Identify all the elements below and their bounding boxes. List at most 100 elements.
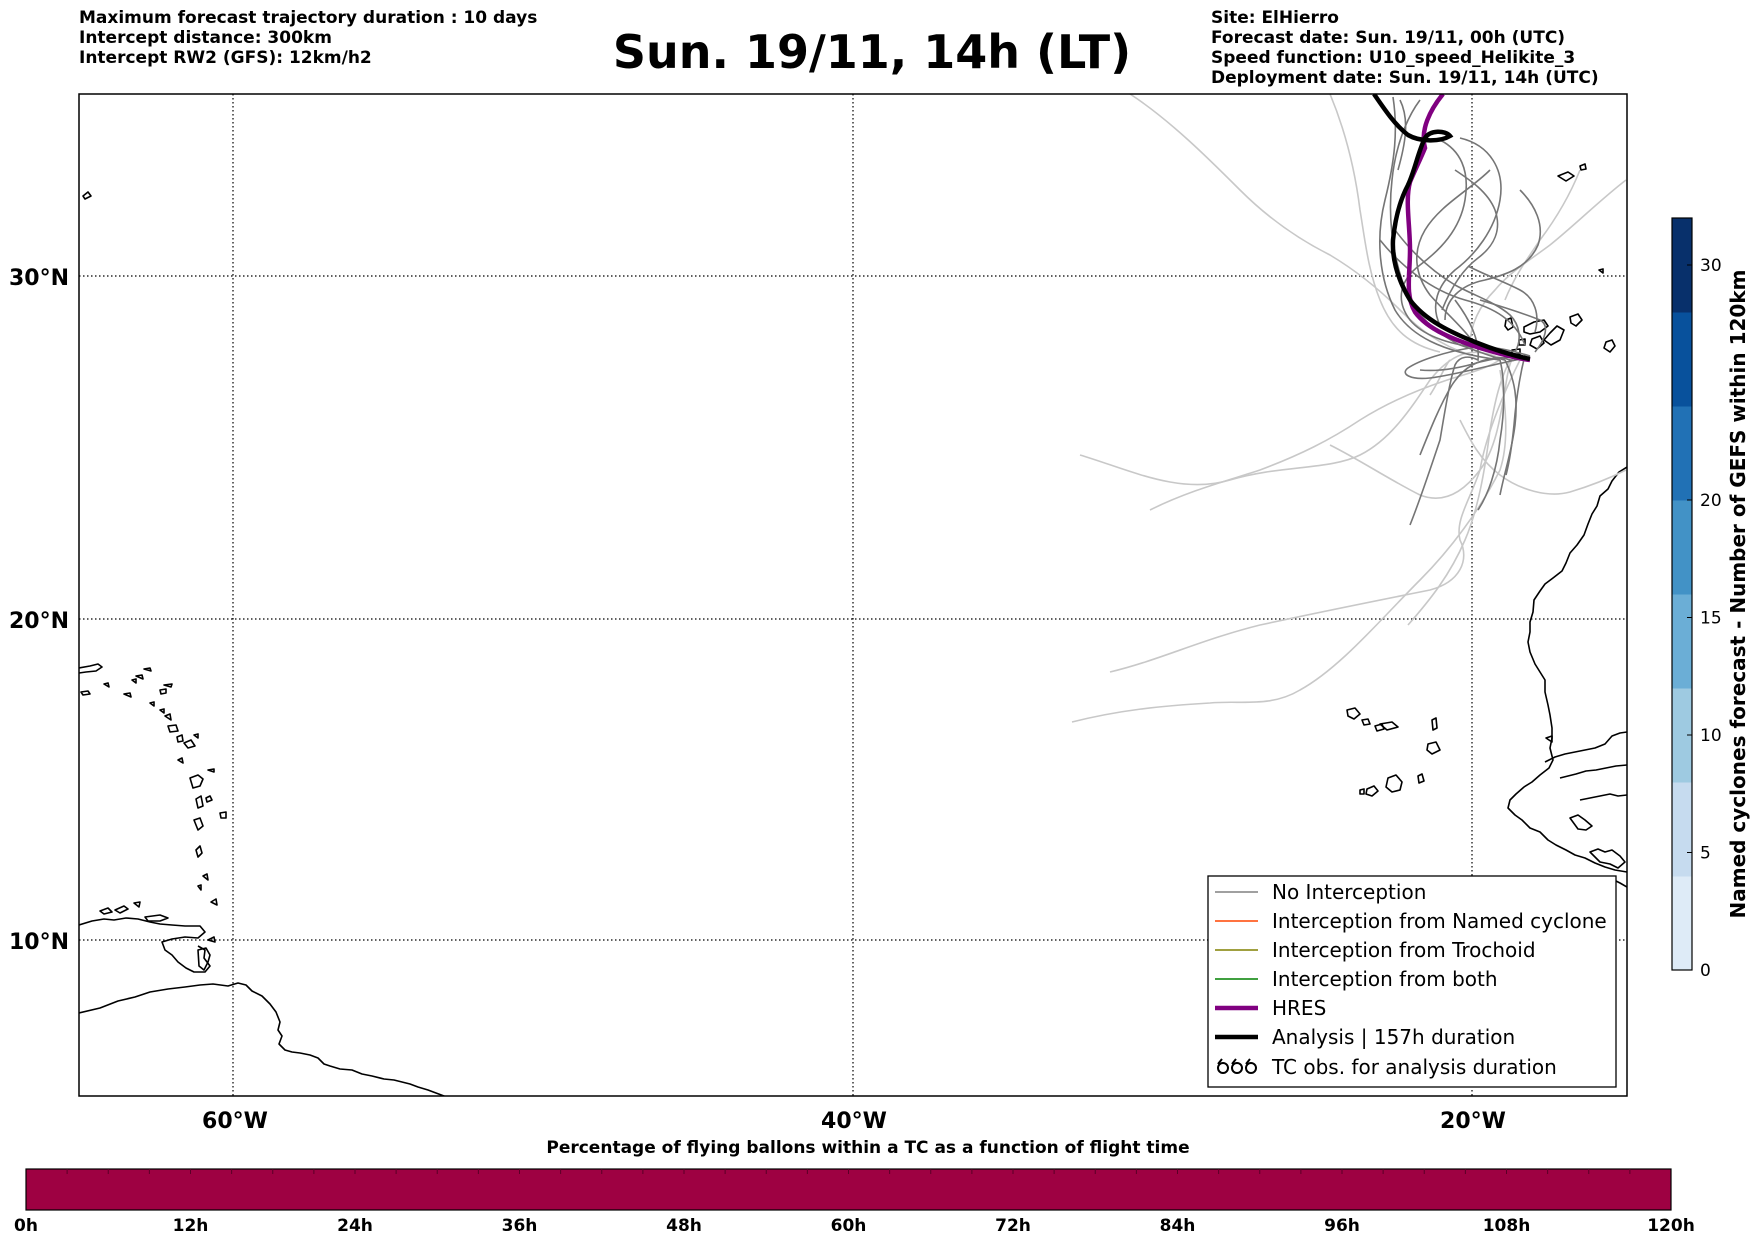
island-porto-santo	[1579, 163, 1587, 171]
legend-label-named-cyclone: Interception from Named cyclone	[1272, 909, 1607, 933]
island-cv-santoantao	[1346, 707, 1361, 720]
trajectory-light-6	[1329, 354, 1516, 499]
trajectory-light-2	[1079, 351, 1501, 486]
island-nevis	[176, 734, 184, 743]
vertical-colorbar-tick-label: 15	[1700, 609, 1722, 629]
island-bvi	[143, 667, 152, 672]
trajectory-light-1	[1129, 94, 1471, 356]
island-stvincent	[202, 873, 209, 881]
trajectory-light-5	[1149, 359, 1501, 511]
coastline-africa-guinea	[1589, 848, 1626, 869]
island-grenadines	[197, 884, 202, 891]
island-cv-boavista	[1426, 741, 1441, 755]
vertical-colorbar-tick-label: 20	[1700, 491, 1722, 511]
island-virgin-gorda	[131, 678, 137, 684]
vertical-colorbar-segment	[1672, 688, 1692, 783]
island-savage	[1598, 268, 1604, 274]
trajectory-grey-6	[1477, 359, 1505, 511]
trajectory-analysis	[1372, 94, 1531, 362]
legend-label-trochoid: Interception from Trochoid	[1272, 938, 1536, 962]
horizontal-colorbar-tick-label: 108h	[1483, 1216, 1531, 1236]
island-antigua	[183, 739, 196, 749]
island-bonaire	[133, 901, 141, 908]
horizontal-colorbar-ticks: 0h 12h 24h 36h 48h 60h 72h 84h 96h 108h 120h	[14, 1169, 1695, 1236]
island-cv-maio	[1417, 773, 1425, 784]
header-line-distance: Intercept distance: 300km	[79, 28, 332, 48]
header-line-forecast-date: Forecast date: Sun. 19/11, 00h (UTC)	[1211, 28, 1566, 48]
horizontal-colorbar-tick-label: 12h	[173, 1216, 209, 1236]
island-cv-fogo	[1365, 785, 1379, 797]
lat-label-10n: 10°N	[9, 930, 69, 955]
trajectory-light-11	[1429, 359, 1451, 396]
legend-label-no-interception: No Interception	[1272, 880, 1426, 904]
horizontal-colorbar-tick-label: 60h	[831, 1216, 867, 1236]
legend-swatch-tc-symbol	[1217, 1058, 1257, 1074]
trajectories-light	[1071, 94, 1627, 723]
trajectory-grey-10	[1444, 189, 1542, 321]
trajectory-grey-8	[1505, 354, 1526, 476]
coastline-south-america	[79, 982, 446, 1096]
trajectory-light-12	[1459, 419, 1627, 495]
island-usvi	[135, 674, 144, 680]
vertical-colorbar-segment	[1672, 876, 1692, 971]
vertical-colorbar-tick-label: 5	[1700, 844, 1711, 864]
header-line-speed-function: Speed function: U10_speed_Helikite_3	[1211, 48, 1576, 68]
header-line-site: Site: ElHierro	[1211, 8, 1339, 28]
island-desirade	[207, 768, 215, 773]
horizontal-colorbar: Percentage of flying ballons within a TC…	[14, 1138, 1695, 1236]
trajectory-grey-2	[1379, 96, 1501, 361]
horizontal-colorbar-title: Percentage of flying ballons within a TC…	[546, 1138, 1189, 1158]
island-canaries-lapalma	[1504, 317, 1514, 331]
header-line-deployment-date: Deployment date: Sun. 19/11, 14h (UTC)	[1211, 68, 1599, 88]
header-line-intercept: Intercept RW2 (GFS): 12km/h2	[79, 48, 372, 68]
map-border	[78, 93, 1628, 1097]
coastline-senegal-detail	[1579, 793, 1627, 801]
island-morocco-tip	[1603, 339, 1616, 353]
island-cabo	[82, 191, 92, 200]
vertical-colorbar-segments	[1672, 218, 1692, 971]
vertical-colorbar-tick-label: 30	[1700, 256, 1722, 276]
trajectory-light-9	[1329, 94, 1441, 353]
coastline-dakar	[1545, 735, 1553, 743]
horizontal-colorbar-tick-label: 72h	[995, 1216, 1031, 1236]
island-guadeloupe	[189, 774, 204, 789]
island-stlucia	[195, 845, 203, 858]
horizontal-colorbar-bar	[25, 1168, 1672, 1211]
island-canaries-tenerife	[1523, 319, 1549, 335]
island-saba	[159, 708, 165, 714]
island-anguilla	[163, 683, 173, 688]
vertical-colorbar-segment	[1672, 312, 1692, 407]
island-canaries-fuerteventura	[1543, 325, 1565, 346]
island-cv-sal	[1431, 717, 1438, 731]
island-grenada	[210, 898, 218, 906]
vertical-colorbar-tick-label: 10	[1700, 726, 1722, 746]
header-right: Site: ElHierro Forecast date: Sun. 19/11…	[1211, 8, 1599, 88]
horizontal-colorbar-tick-label: 48h	[666, 1216, 702, 1236]
vertical-colorbar: 0 5 10 15 20 30 Named cyclones forecast - Num…	[1671, 217, 1750, 981]
map-gridlines	[79, 94, 1627, 1096]
lon-label-20w: 20°W	[1440, 1109, 1506, 1134]
coastline-venezuela-coast	[79, 917, 211, 973]
island-culebra	[103, 682, 110, 688]
legend-box	[1207, 875, 1617, 1088]
lon-label-60w: 60°W	[202, 1109, 268, 1134]
title-text: Sun. 19/11, 14h (LT)	[612, 25, 1132, 79]
trajectory-light-8	[1469, 179, 1627, 346]
island-aruba	[99, 907, 113, 915]
legend-label-both: Interception from both	[1272, 967, 1498, 991]
lat-label-30n: 30°N	[9, 266, 69, 291]
island-cv-santiago	[1385, 774, 1403, 793]
coastline-gambia	[1559, 764, 1627, 779]
island-stcroix	[123, 692, 132, 698]
vertical-colorbar-tick-label: 0	[1700, 961, 1711, 981]
island-statia	[164, 713, 172, 721]
trajectory-grey-12	[1394, 229, 1520, 353]
island-barbuda	[193, 733, 199, 739]
trajectory-light-4	[1071, 369, 1507, 723]
vertical-colorbar-frame	[1671, 217, 1693, 971]
vertical-colorbar-segment	[1672, 218, 1692, 313]
trajectory-grey-19	[1479, 299, 1547, 353]
vertical-colorbar-title: Named cyclones forecast - Number of GEFS…	[1726, 270, 1750, 919]
island-curacao	[114, 905, 129, 914]
